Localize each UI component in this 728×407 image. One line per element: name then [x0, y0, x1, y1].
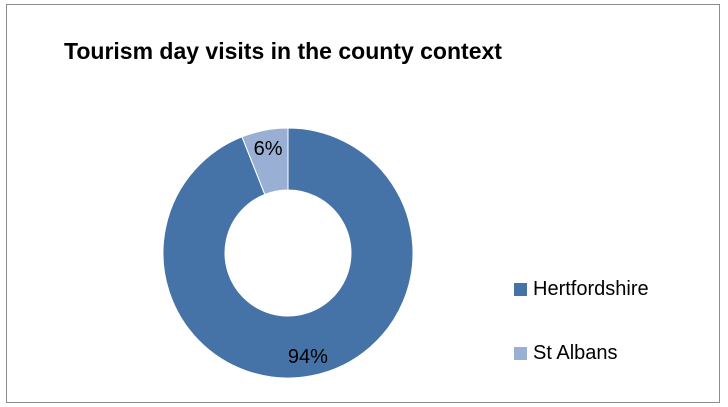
- chart-frame: Tourism day visits in the county context…: [6, 4, 720, 403]
- data-label-st-albans: 6%: [254, 138, 283, 160]
- legend-label-st-albans: St Albans: [533, 341, 618, 364]
- slice-hertfordshire: [162, 127, 414, 379]
- legend-swatch-hertfordshire: [514, 282, 527, 296]
- data-label-hertfordshire: 94%: [288, 346, 328, 368]
- donut-labels: 94% 6%: [254, 138, 328, 368]
- legend-swatch-st-albans: [514, 346, 527, 360]
- chart-title: Tourism day visits in the county context: [64, 38, 502, 64]
- legend-label-hertfordshire: Hertfordshire: [533, 277, 649, 300]
- chart-legend: Hertfordshire St Albans: [514, 275, 649, 403]
- donut-slices: [162, 127, 414, 379]
- legend-item-hertfordshire: Hertfordshire: [514, 275, 649, 303]
- donut-plot: 94% 6%: [162, 127, 414, 379]
- slice-st-albans: [241, 127, 289, 196]
- legend-item-st-albans: St Albans: [514, 339, 649, 367]
